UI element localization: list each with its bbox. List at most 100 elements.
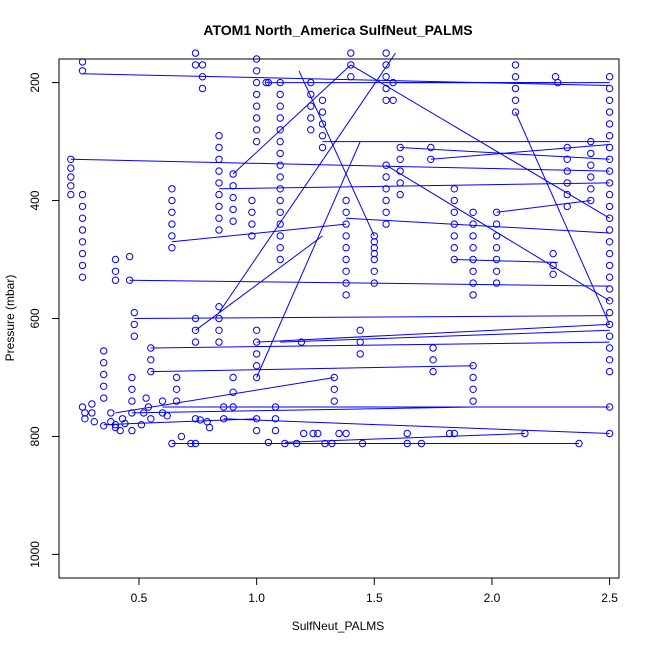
data-point [370, 238, 378, 246]
data-point [605, 167, 614, 175]
data-point [252, 102, 261, 110]
data-point [563, 202, 571, 211]
data-point [121, 419, 129, 428]
data-point [252, 78, 261, 87]
data-point [469, 232, 477, 240]
data-point [314, 429, 322, 438]
x-axis-label: SulfNeut_PALMS [292, 619, 385, 633]
data-point [342, 255, 350, 264]
data-point [469, 397, 477, 405]
data-point [396, 143, 404, 152]
data-point [382, 173, 390, 181]
data-point [140, 409, 148, 417]
data-point [511, 61, 520, 69]
data-point [271, 403, 280, 411]
data-point [252, 373, 261, 382]
data-point [563, 143, 571, 152]
data-point [318, 96, 327, 105]
series-line-9 [218, 52, 396, 313]
data-point [521, 429, 529, 438]
data-point [342, 279, 350, 287]
data-point [492, 279, 501, 287]
data-point [563, 167, 571, 175]
data-point [605, 96, 614, 105]
data-point [427, 155, 435, 164]
data-point [563, 190, 571, 199]
data-point [427, 143, 435, 152]
data-point [450, 255, 458, 264]
data-point [587, 161, 595, 169]
series-line-11 [280, 329, 610, 343]
data-point [276, 78, 284, 87]
data-point [215, 303, 223, 311]
data-point [196, 416, 204, 424]
data-point [78, 190, 87, 199]
data-point [81, 415, 89, 423]
data-point [389, 78, 397, 87]
data-point [469, 244, 477, 252]
data-point [563, 179, 571, 187]
data-point [429, 356, 437, 364]
data-point [276, 220, 284, 228]
data-point [342, 208, 350, 217]
data-point [252, 326, 261, 334]
data-point [382, 220, 390, 228]
data-point [78, 58, 87, 66]
series-line-28 [298, 70, 375, 237]
data-point [554, 78, 562, 87]
data-point [125, 276, 134, 284]
data-point [215, 155, 223, 164]
data-point [276, 196, 284, 205]
series-line-26 [430, 144, 610, 160]
data-point [469, 291, 477, 299]
data-point [318, 108, 327, 116]
data-point [252, 67, 261, 75]
series-line-8 [218, 182, 610, 190]
data-point [307, 126, 315, 134]
data-point [358, 439, 367, 448]
data-point [191, 314, 200, 323]
data-point [248, 208, 256, 217]
data-point [262, 78, 270, 87]
data-point [605, 214, 614, 222]
data-point [307, 78, 315, 87]
data-point [492, 267, 501, 275]
data-point [318, 143, 327, 152]
data-point [389, 96, 397, 105]
data-point [605, 179, 614, 187]
data-point [130, 320, 139, 329]
data-point [450, 220, 458, 228]
data-point [330, 385, 338, 393]
data-point [168, 196, 176, 205]
series-line-10 [256, 323, 610, 343]
data-point [215, 326, 223, 334]
series-line-1 [82, 73, 610, 86]
series-line-4 [150, 341, 610, 349]
data-point [111, 421, 120, 429]
x-tick-label: 1.5 [366, 591, 383, 605]
data-point [168, 185, 176, 193]
data-point [252, 338, 261, 346]
data-point [100, 347, 108, 355]
data-point [605, 108, 614, 116]
data-point [492, 255, 501, 264]
data-point [125, 252, 134, 261]
chart-title: ATOM1 North_America SulfNeut_PALMS [203, 22, 472, 38]
data-point [229, 388, 237, 396]
data-point [276, 185, 284, 193]
data-point [191, 61, 200, 69]
data-point [168, 439, 176, 448]
data-point [605, 344, 614, 352]
data-point [450, 244, 458, 252]
data-point [276, 126, 284, 134]
data-point [90, 418, 99, 426]
data-point [321, 439, 329, 448]
data-point [469, 362, 477, 370]
data-point [100, 422, 108, 430]
data-point [168, 244, 176, 252]
data-point [191, 326, 200, 334]
series-lines [70, 52, 611, 444]
y-tick-label: 200 [28, 72, 42, 92]
x-tick-label: 1.0 [248, 591, 265, 605]
data-point [549, 261, 557, 270]
